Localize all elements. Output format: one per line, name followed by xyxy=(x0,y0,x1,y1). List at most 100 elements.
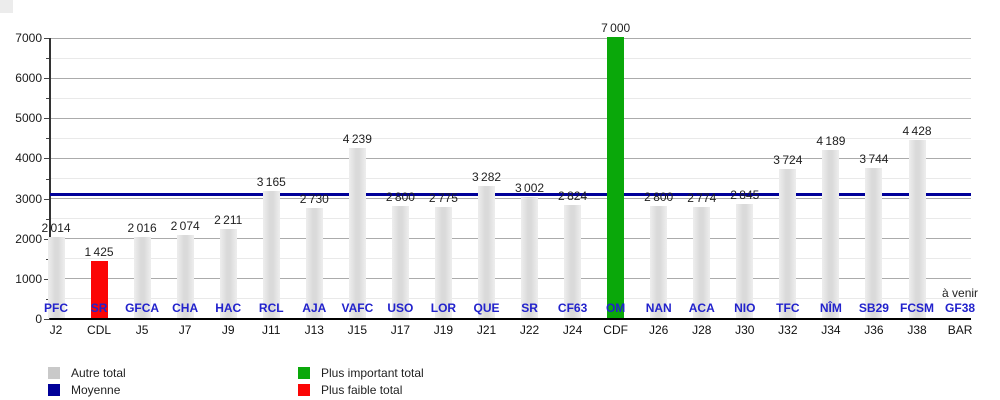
bar-J19 xyxy=(434,206,452,318)
gridline-minor xyxy=(50,57,971,59)
bar-value-label: 3 002 xyxy=(514,181,545,196)
team-label-RCL: RCL xyxy=(258,301,284,315)
matchday-label-J2: J2 xyxy=(49,323,63,337)
y-axis-tick xyxy=(46,58,50,60)
y-axis-tick xyxy=(44,78,50,80)
matchday-label-J13: J13 xyxy=(304,323,324,337)
team-label-AJA: AJA xyxy=(302,301,327,315)
bar-value-label: 3 282 xyxy=(471,170,502,185)
bar-J21 xyxy=(478,186,495,318)
team-label-VAFC: VAFC xyxy=(341,301,374,315)
matchday-label-J30: J30 xyxy=(735,323,755,337)
moyenne-line xyxy=(50,193,971,197)
y-tick-label: 5000 xyxy=(15,111,42,126)
y-tick-label: 7000 xyxy=(15,31,42,45)
bar-J28 xyxy=(693,206,711,318)
team-label-LOR: LOR xyxy=(430,301,457,315)
y-axis-tick xyxy=(44,158,50,160)
y-axis-tick xyxy=(46,178,50,180)
team-label-PFC: PFC xyxy=(44,301,68,315)
gridline-major xyxy=(50,77,971,79)
legend-swatch-plus-important-total xyxy=(298,367,310,379)
bar-value-label: 2 845 xyxy=(730,187,760,202)
team-label-SR: SR xyxy=(521,301,538,315)
team-label-CF63: CF63 xyxy=(557,301,588,315)
corner-box xyxy=(0,0,13,13)
team-label-FCSM: FCSM xyxy=(900,301,934,315)
gridline-major xyxy=(50,37,971,39)
gridline-major xyxy=(50,238,971,240)
y-axis-tick xyxy=(46,218,50,220)
bar-value-label: 3 165 xyxy=(256,174,286,189)
y-tick-label: 4000 xyxy=(15,151,42,166)
bar-value-label: 2 211 xyxy=(214,213,243,228)
bar-value-label: 1 425 xyxy=(84,244,114,259)
team-label-ACA: ACA xyxy=(688,301,715,315)
legend-label-plus-important-total: Plus important total xyxy=(321,366,424,380)
bar-value-label: 2 016 xyxy=(127,221,157,236)
gridline-minor xyxy=(50,137,971,139)
bar-J5 xyxy=(133,237,151,318)
bar-J34 xyxy=(822,149,840,318)
matchday-label-J7: J7 xyxy=(178,323,192,337)
bar-J38 xyxy=(908,140,926,318)
team-label-QUE: QUE xyxy=(473,301,500,315)
bar-value-label: 3 724 xyxy=(773,152,803,167)
bar-J32 xyxy=(779,168,797,318)
x-axis xyxy=(50,318,971,320)
bar-value-label: 4 189 xyxy=(816,133,846,148)
legend-label-moyenne: Moyenne xyxy=(71,383,121,397)
bar-value-label: 2 014 xyxy=(41,221,71,236)
team-label-CHA: CHA xyxy=(172,301,199,315)
y-axis-tick xyxy=(46,98,50,100)
avenir-label: à venir xyxy=(942,286,979,300)
bar-value-label: 3 744 xyxy=(859,151,889,166)
matchday-label-J21: J21 xyxy=(476,323,497,337)
team-label-GF38: GF38 xyxy=(945,301,976,315)
y-axis-tick xyxy=(46,138,50,140)
legend-swatch-autre-total xyxy=(48,367,60,379)
team-label-NÎM: NÎM xyxy=(819,301,842,315)
bar-J13 xyxy=(305,208,323,318)
bar-J17 xyxy=(391,205,409,318)
gridline-major xyxy=(50,157,971,159)
y-tick-label: 1000 xyxy=(15,271,42,286)
team-label-GFCA: GFCA xyxy=(125,301,160,315)
legend-swatch-plus-faible-total xyxy=(298,384,310,396)
bar-J11 xyxy=(262,190,280,318)
legend-label-plus-faible-total: Plus faible total xyxy=(321,383,403,397)
y-axis-tick xyxy=(44,278,50,280)
gridline-major xyxy=(50,198,971,200)
team-label-USO: USO xyxy=(387,301,414,315)
legend-swatch-moyenne xyxy=(48,384,60,396)
legend-label-autre-total: Autre total xyxy=(71,366,126,380)
bar-J24 xyxy=(564,204,582,318)
y-tick-label: 2000 xyxy=(15,231,42,246)
y-tick-label: 3000 xyxy=(15,191,42,206)
y-tick-label: 0 xyxy=(35,312,42,326)
bar-value-label: 2 800 xyxy=(644,189,674,204)
matchday-label-J28: J28 xyxy=(692,323,712,337)
bar-value-label: 4 428 xyxy=(902,124,932,139)
bar-J9 xyxy=(219,229,237,318)
bar-CDF xyxy=(607,37,625,318)
bar-value-label: 2 774 xyxy=(687,190,717,205)
gridline-minor xyxy=(50,258,971,260)
matchday-label-J9: J9 xyxy=(221,323,235,337)
gridline-minor xyxy=(50,97,971,99)
bar-J22 xyxy=(521,197,539,318)
bar-value-label: 2 775 xyxy=(428,190,458,205)
y-axis xyxy=(49,38,51,320)
matchday-label-BAR: BAR xyxy=(947,323,973,337)
team-label-OM: OM xyxy=(605,301,626,315)
gridline-major xyxy=(50,117,971,119)
matchday-label-J24: J24 xyxy=(562,323,583,337)
bar-value-label: 7 000 xyxy=(601,21,631,35)
bar-J30 xyxy=(736,203,754,318)
matchday-label-J5: J5 xyxy=(135,323,149,337)
y-axis-tick xyxy=(44,238,50,240)
y-axis-tick xyxy=(44,319,50,320)
matchday-label-J38: J38 xyxy=(907,323,927,337)
bar-value-label: 2 824 xyxy=(558,188,588,203)
team-label-NIO: NIO xyxy=(734,301,756,315)
